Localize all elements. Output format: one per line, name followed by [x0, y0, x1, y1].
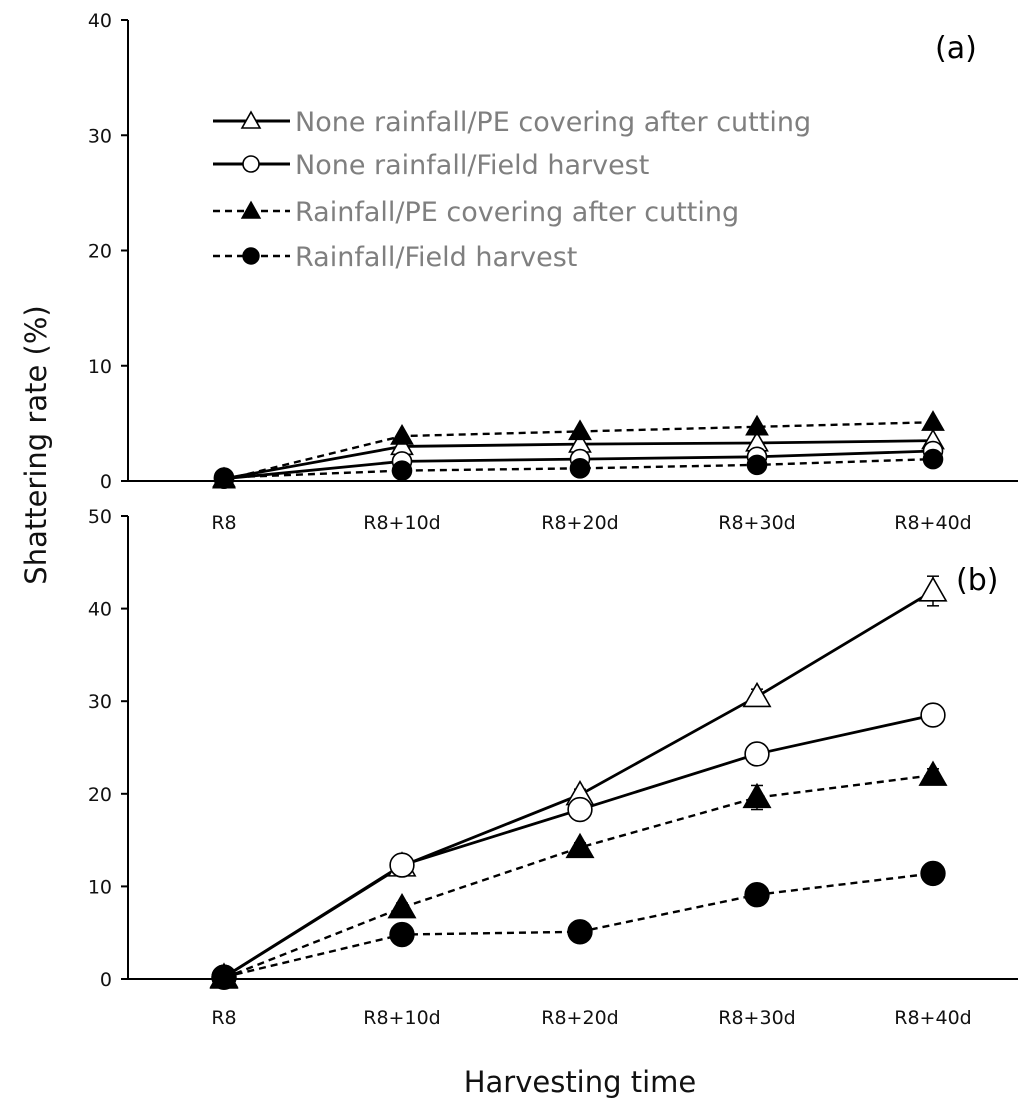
y-tick-label: 0 [100, 969, 112, 991]
x-tick-label: R8+30d [718, 1007, 795, 1029]
x-tick-label: R8+10d [363, 1007, 440, 1029]
y-tick-label: 40 [88, 10, 112, 32]
legend: None rainfall/PE covering after cutting … [213, 107, 811, 273]
y-tick-label: 30 [88, 691, 112, 713]
x-tick-label: R8 [211, 512, 236, 534]
y-tick-label: 50 [88, 506, 112, 528]
data-point [565, 832, 595, 859]
filled-circle-marker-icon [242, 247, 260, 265]
y-tick-label: 20 [88, 241, 112, 263]
data-point [742, 782, 772, 809]
open-circle-marker-icon [242, 155, 260, 173]
legend-label: Rainfall/PE covering after cutting [295, 197, 739, 228]
data-point [922, 448, 944, 470]
data-point [389, 921, 415, 948]
x-axis-title: Harvesting time [464, 1065, 697, 1099]
data-point [387, 892, 417, 919]
legend-label: None rainfall/Field harvest [295, 150, 649, 181]
data-point [567, 919, 593, 945]
y-tick-label: 20 [88, 784, 112, 806]
x-tick-label: R8+30d [718, 512, 795, 534]
legend-item-none-rainfall-pe: None rainfall/PE covering after cutting [213, 107, 811, 138]
panel-a-label: (a) [935, 31, 977, 66]
data-point [918, 760, 948, 786]
data-point [745, 414, 769, 436]
series-line [223, 457, 934, 479]
x-tick-label: R8+20d [541, 512, 618, 534]
data-point [569, 458, 591, 479]
legend-item-rainfall-pe: Rainfall/PE covering after cutting [213, 197, 739, 228]
data-point [744, 882, 770, 908]
legend-label: Rainfall/Field harvest [295, 242, 577, 273]
y-tick-label: 0 [100, 471, 112, 493]
y-tick-label: 10 [88, 876, 112, 898]
data-point [918, 576, 948, 602]
panel-a: 0 10 20 30 40 R8 R8+10d R8+20d R8+30d R8+40d (a)… [88, 10, 1018, 534]
data-point [744, 741, 770, 767]
data-point [920, 702, 946, 728]
data-point [568, 419, 592, 441]
y-axis-title: Shattering rate (%) [19, 305, 53, 584]
panel-b-label: (b) [956, 563, 998, 598]
x-tick-label: R8+20d [541, 1007, 618, 1029]
data-point [391, 460, 413, 481]
legend-item-none-rainfall-field: None rainfall/Field harvest [213, 150, 649, 181]
y-tick-label: 40 [88, 599, 112, 621]
legend-item-rainfall-field: Rainfall/Field harvest [213, 242, 577, 273]
y-tick-label: 30 [88, 125, 112, 147]
open-triangle-marker-icon [240, 110, 262, 129]
x-tick-label: R8+10d [363, 512, 440, 534]
filled-triangle-marker-icon [240, 200, 262, 219]
data-point [746, 454, 768, 476]
data-point [742, 681, 772, 708]
data-point [390, 423, 414, 445]
data-point [921, 410, 945, 431]
x-tick-label: R8+40d [894, 512, 971, 534]
data-point [389, 852, 415, 878]
data-point [213, 467, 235, 488]
y-tick-label: 10 [88, 356, 112, 378]
panel-b: 0 10 20 30 40 50 R8 R8+10d R8+20d R8+30d R8+40d (… [88, 506, 1018, 1029]
x-tick-label: R8+40d [894, 1007, 971, 1029]
data-point [211, 964, 237, 990]
data-point [920, 860, 946, 887]
x-tick-label: R8 [211, 1007, 236, 1029]
data-point [567, 796, 593, 823]
legend-label: None rainfall/PE covering after cutting [295, 107, 811, 138]
